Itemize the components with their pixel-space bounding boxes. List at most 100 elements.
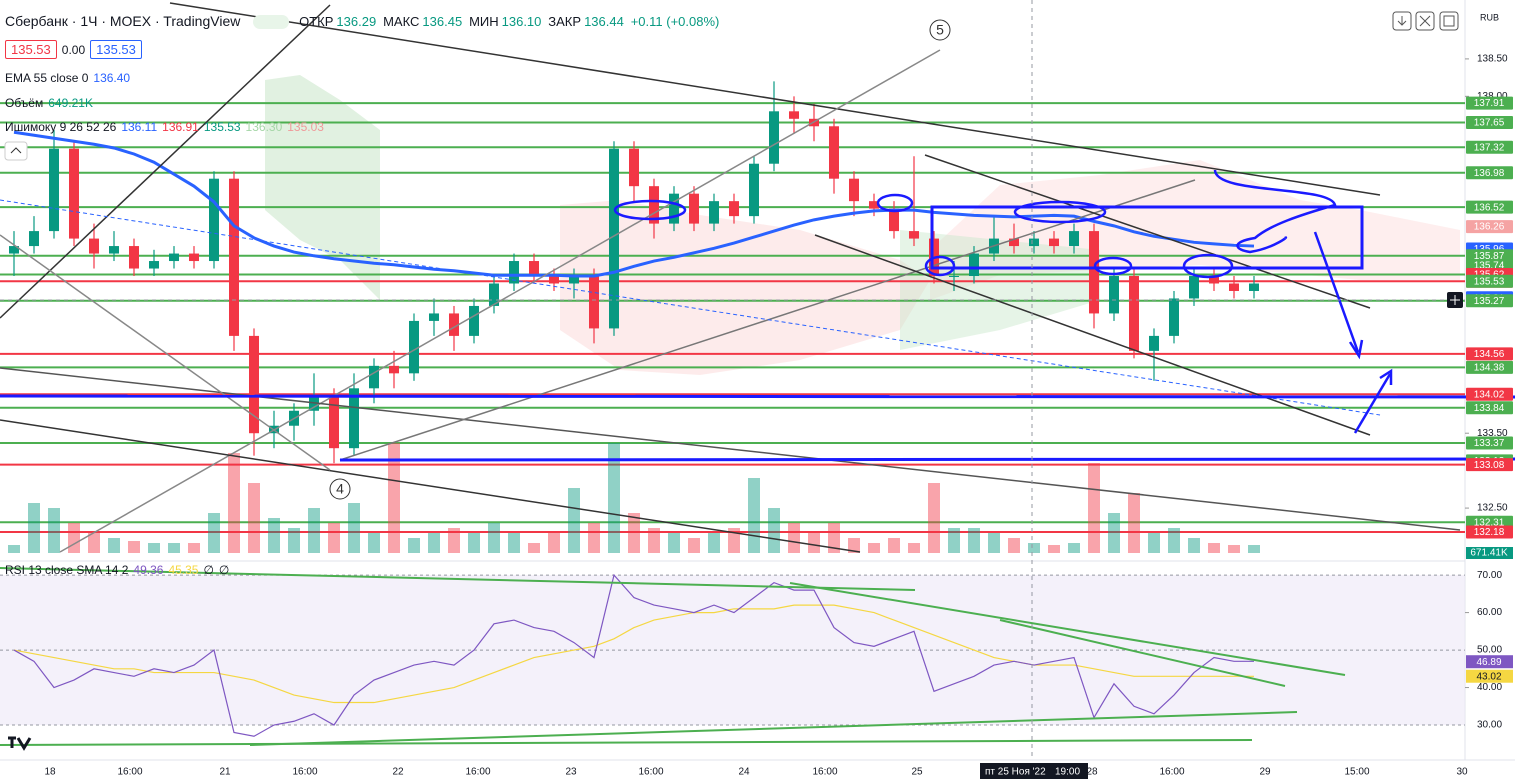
price-label: 135.27 [1474, 296, 1505, 307]
ema-legend: EMA 55 close 0 136.40 [5, 71, 135, 85]
candle-body [1149, 335, 1159, 351]
rsi-trend-line [789, 582, 1346, 676]
price-label-box [1466, 387, 1513, 401]
candle-body [709, 201, 719, 224]
volume-bar [1148, 533, 1160, 553]
volume-bar [128, 541, 140, 553]
button[interactable] [1439, 11, 1459, 31]
candle-body [649, 186, 659, 224]
price-label-box [1466, 116, 1513, 130]
volume-bar [228, 453, 240, 553]
volume-bar [88, 533, 100, 553]
volume-bar [208, 513, 220, 553]
candle-body [489, 283, 499, 306]
sell-box[interactable]: 135.53 [5, 40, 57, 59]
icon [1397, 16, 1407, 26]
wave-label: 5 [936, 22, 944, 38]
button[interactable] [1415, 11, 1435, 31]
volume-bar [1188, 538, 1200, 553]
trend-line [814, 234, 1371, 436]
hand-circle [1013, 200, 1107, 224]
ichimoku-value: 135.03 [287, 120, 324, 134]
volume-bar [1068, 543, 1080, 553]
volume-bar [708, 533, 720, 553]
volume-bar [468, 533, 480, 553]
volume-bar [968, 528, 980, 553]
price-label-box [1466, 96, 1513, 110]
price-label: 134.56 [1474, 349, 1505, 360]
crosshair-date: пт 25 Ноя '22 [985, 767, 1046, 778]
ema-name[interactable]: EMA 55 close 0 [5, 71, 89, 85]
collapse-button[interactable] [4, 141, 28, 161]
price-label-box [1466, 401, 1513, 415]
volume-bar [748, 478, 760, 553]
currency[interactable]: RUB [1480, 12, 1499, 22]
volume-value: 649.21K [48, 96, 93, 110]
candle-body [569, 276, 579, 284]
rsi-name[interactable]: RSI 13 close SMA 14 2 [5, 563, 129, 577]
price-label-box [1466, 525, 1513, 539]
ohlc-label: ЗАКР [548, 14, 582, 29]
price-label: 132.18 [1474, 527, 1505, 538]
button[interactable] [1392, 11, 1412, 31]
drawings [0, 0, 1515, 760]
volume-bar [268, 518, 280, 553]
volume-name[interactable]: Объём [5, 96, 44, 110]
toolbar-buttons [1392, 11, 1459, 31]
volume-bar [388, 443, 400, 553]
ohlc-label: ОТКР [299, 14, 334, 29]
ichimoku-name[interactable]: Ишимоку 9 26 52 26 [5, 120, 117, 134]
hand-line [339, 457, 1515, 462]
volume-bar [68, 523, 80, 553]
x-tick-label: 21 [219, 767, 231, 778]
volume-bar [1208, 543, 1220, 553]
volume-bar [588, 523, 600, 553]
price-label: 134.02 [1474, 389, 1505, 400]
grid [0, 574, 1469, 726]
hand-arrow-head [1348, 339, 1364, 360]
volume-bar [188, 543, 200, 553]
x-tick-label: 16:00 [465, 767, 490, 778]
symbol[interactable]: Сбербанк · 1Ч · MOEX · TradingView [5, 13, 241, 29]
candle-body [1049, 238, 1059, 247]
ohlc-label: МИН [469, 14, 499, 29]
rsi-line [13, 573, 1254, 737]
rsi-trend-line [0, 567, 916, 591]
hand-circle [613, 199, 687, 221]
hand-arrow [1353, 373, 1392, 434]
rsi-tick-label: 40.00 [1477, 682, 1502, 693]
rsi-trend-line [0, 739, 1253, 746]
volume-bar [668, 533, 680, 553]
volume-bar [108, 538, 120, 553]
candle-body [609, 148, 619, 329]
price-label: 136.52 [1474, 202, 1505, 213]
candle-body [409, 320, 419, 374]
rsi-label: 43.02 [1476, 671, 1501, 682]
icon [1443, 15, 1455, 27]
ichimoku-value: 136.11 [121, 120, 158, 134]
volume-bar [328, 523, 340, 553]
volume-bar [168, 543, 180, 553]
price-label: 133.37 [1474, 438, 1505, 449]
icon [1419, 15, 1431, 27]
trend-line [924, 154, 1371, 309]
hand-circle [1182, 253, 1234, 279]
status-pill[interactable] [253, 15, 290, 30]
candle-body [129, 246, 139, 269]
candle-body [629, 148, 639, 187]
ohlc-value: 136.10 [501, 14, 542, 29]
crosshair-time-box [980, 763, 1088, 779]
price-label-box [1466, 347, 1513, 361]
volume-bar [1168, 528, 1180, 553]
volume-bar [568, 488, 580, 553]
candle-body [449, 313, 459, 336]
price-label-box [1466, 274, 1513, 288]
rsi-value: 49.36 [133, 563, 164, 577]
volume-bar [1008, 538, 1020, 553]
order-panel: 135.53 0.00 135.53 [5, 40, 147, 59]
volume-bar [448, 528, 460, 553]
buy-box[interactable]: 135.53 [90, 40, 142, 59]
rsi-value: ∅ [203, 563, 214, 577]
